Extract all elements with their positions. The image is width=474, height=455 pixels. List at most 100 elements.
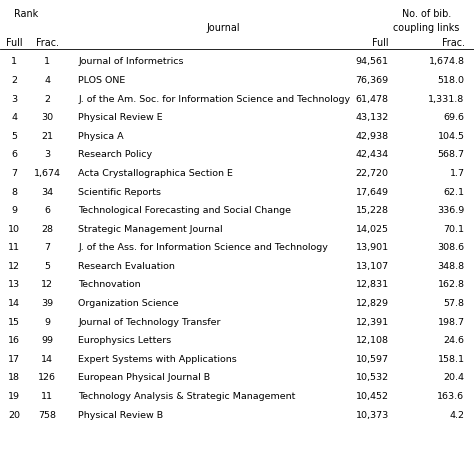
Text: 18: 18 <box>8 374 20 382</box>
Text: 2: 2 <box>11 76 17 85</box>
Text: Journal of Technology Transfer: Journal of Technology Transfer <box>78 318 221 327</box>
Text: Frac.: Frac. <box>36 38 59 48</box>
Text: 9: 9 <box>11 206 17 215</box>
Text: 5: 5 <box>11 132 17 141</box>
Text: 15: 15 <box>8 318 20 327</box>
Text: 70.1: 70.1 <box>444 225 465 234</box>
Text: Expert Systems with Applications: Expert Systems with Applications <box>78 355 237 364</box>
Text: 9: 9 <box>45 318 50 327</box>
Text: 104.5: 104.5 <box>438 132 465 141</box>
Text: Organization Science: Organization Science <box>78 299 179 308</box>
Text: 34: 34 <box>41 187 54 197</box>
Text: 6: 6 <box>45 206 50 215</box>
Text: 3: 3 <box>45 150 50 159</box>
Text: No. of bib.: No. of bib. <box>402 9 451 19</box>
Text: PLOS ONE: PLOS ONE <box>78 76 126 85</box>
Text: Journal of Informetrics: Journal of Informetrics <box>78 57 184 66</box>
Text: 10,532: 10,532 <box>356 374 389 382</box>
Text: 61,478: 61,478 <box>356 95 389 104</box>
Text: 12,829: 12,829 <box>356 299 389 308</box>
Text: 43,132: 43,132 <box>356 113 389 122</box>
Text: 13,901: 13,901 <box>356 243 389 253</box>
Text: 17: 17 <box>8 355 20 364</box>
Text: 39: 39 <box>41 299 54 308</box>
Text: J. of the Ass. for Information Science and Technology: J. of the Ass. for Information Science a… <box>78 243 328 253</box>
Text: 11: 11 <box>8 243 20 253</box>
Text: 16: 16 <box>8 336 20 345</box>
Text: 62.1: 62.1 <box>444 187 465 197</box>
Text: J. of the Am. Soc. for Information Science and Technology: J. of the Am. Soc. for Information Scien… <box>78 95 350 104</box>
Text: 6: 6 <box>11 150 17 159</box>
Text: 4: 4 <box>45 76 50 85</box>
Text: 13,107: 13,107 <box>356 262 389 271</box>
Text: 163.6: 163.6 <box>438 392 465 401</box>
Text: 518.0: 518.0 <box>438 76 465 85</box>
Text: 348.8: 348.8 <box>438 262 465 271</box>
Text: 1,331.8: 1,331.8 <box>428 95 465 104</box>
Text: 1: 1 <box>11 57 17 66</box>
Text: 198.7: 198.7 <box>438 318 465 327</box>
Text: 14: 14 <box>41 355 54 364</box>
Text: 24.6: 24.6 <box>444 336 465 345</box>
Text: European Physical Journal B: European Physical Journal B <box>78 374 210 382</box>
Text: Full: Full <box>372 38 389 48</box>
Text: Research Evaluation: Research Evaluation <box>78 262 175 271</box>
Text: 308.6: 308.6 <box>438 243 465 253</box>
Text: Technology Analysis & Strategic Management: Technology Analysis & Strategic Manageme… <box>78 392 296 401</box>
Text: 30: 30 <box>41 113 54 122</box>
Text: Technological Forecasting and Social Change: Technological Forecasting and Social Cha… <box>78 206 291 215</box>
Text: 12: 12 <box>8 262 20 271</box>
Text: 94,561: 94,561 <box>356 57 389 66</box>
Text: 20: 20 <box>8 410 20 420</box>
Text: 758: 758 <box>38 410 56 420</box>
Text: 5: 5 <box>45 262 50 271</box>
Text: 10,373: 10,373 <box>356 410 389 420</box>
Text: 14: 14 <box>8 299 20 308</box>
Text: Frac.: Frac. <box>441 38 465 48</box>
Text: 99: 99 <box>41 336 54 345</box>
Text: 1,674: 1,674 <box>34 169 61 178</box>
Text: 21: 21 <box>41 132 54 141</box>
Text: Full: Full <box>6 38 23 48</box>
Text: 42,434: 42,434 <box>356 150 389 159</box>
Text: Rank: Rank <box>14 9 38 19</box>
Text: 126: 126 <box>38 374 56 382</box>
Text: 42,938: 42,938 <box>356 132 389 141</box>
Text: 12,831: 12,831 <box>356 280 389 289</box>
Text: 28: 28 <box>41 225 54 234</box>
Text: 17,649: 17,649 <box>356 187 389 197</box>
Text: Research Policy: Research Policy <box>78 150 152 159</box>
Text: 158.1: 158.1 <box>438 355 465 364</box>
Text: 10: 10 <box>8 225 20 234</box>
Text: 8: 8 <box>11 187 17 197</box>
Text: 10,452: 10,452 <box>356 392 389 401</box>
Text: 12: 12 <box>41 280 54 289</box>
Text: Acta Crystallographica Section E: Acta Crystallographica Section E <box>78 169 233 178</box>
Text: Strategic Management Journal: Strategic Management Journal <box>78 225 223 234</box>
Text: 4.2: 4.2 <box>449 410 465 420</box>
Text: Journal: Journal <box>206 23 239 33</box>
Text: 14,025: 14,025 <box>356 225 389 234</box>
Text: 12,391: 12,391 <box>356 318 389 327</box>
Text: 1.7: 1.7 <box>449 169 465 178</box>
Text: 20.4: 20.4 <box>444 374 465 382</box>
Text: 2: 2 <box>45 95 50 104</box>
Text: Europhysics Letters: Europhysics Letters <box>78 336 172 345</box>
Text: 15,228: 15,228 <box>356 206 389 215</box>
Text: 76,369: 76,369 <box>356 76 389 85</box>
Text: 4: 4 <box>11 113 17 122</box>
Text: Physical Review E: Physical Review E <box>78 113 163 122</box>
Text: 13: 13 <box>8 280 20 289</box>
Text: Physical Review B: Physical Review B <box>78 410 164 420</box>
Text: 162.8: 162.8 <box>438 280 465 289</box>
Text: Technovation: Technovation <box>78 280 141 289</box>
Text: 12,108: 12,108 <box>356 336 389 345</box>
Text: 568.7: 568.7 <box>438 150 465 159</box>
Text: 69.6: 69.6 <box>444 113 465 122</box>
Text: 3: 3 <box>11 95 17 104</box>
Text: Scientific Reports: Scientific Reports <box>78 187 161 197</box>
Text: 1: 1 <box>45 57 50 66</box>
Text: 1,674.8: 1,674.8 <box>428 57 465 66</box>
Text: coupling links: coupling links <box>393 23 460 33</box>
Text: 336.9: 336.9 <box>438 206 465 215</box>
